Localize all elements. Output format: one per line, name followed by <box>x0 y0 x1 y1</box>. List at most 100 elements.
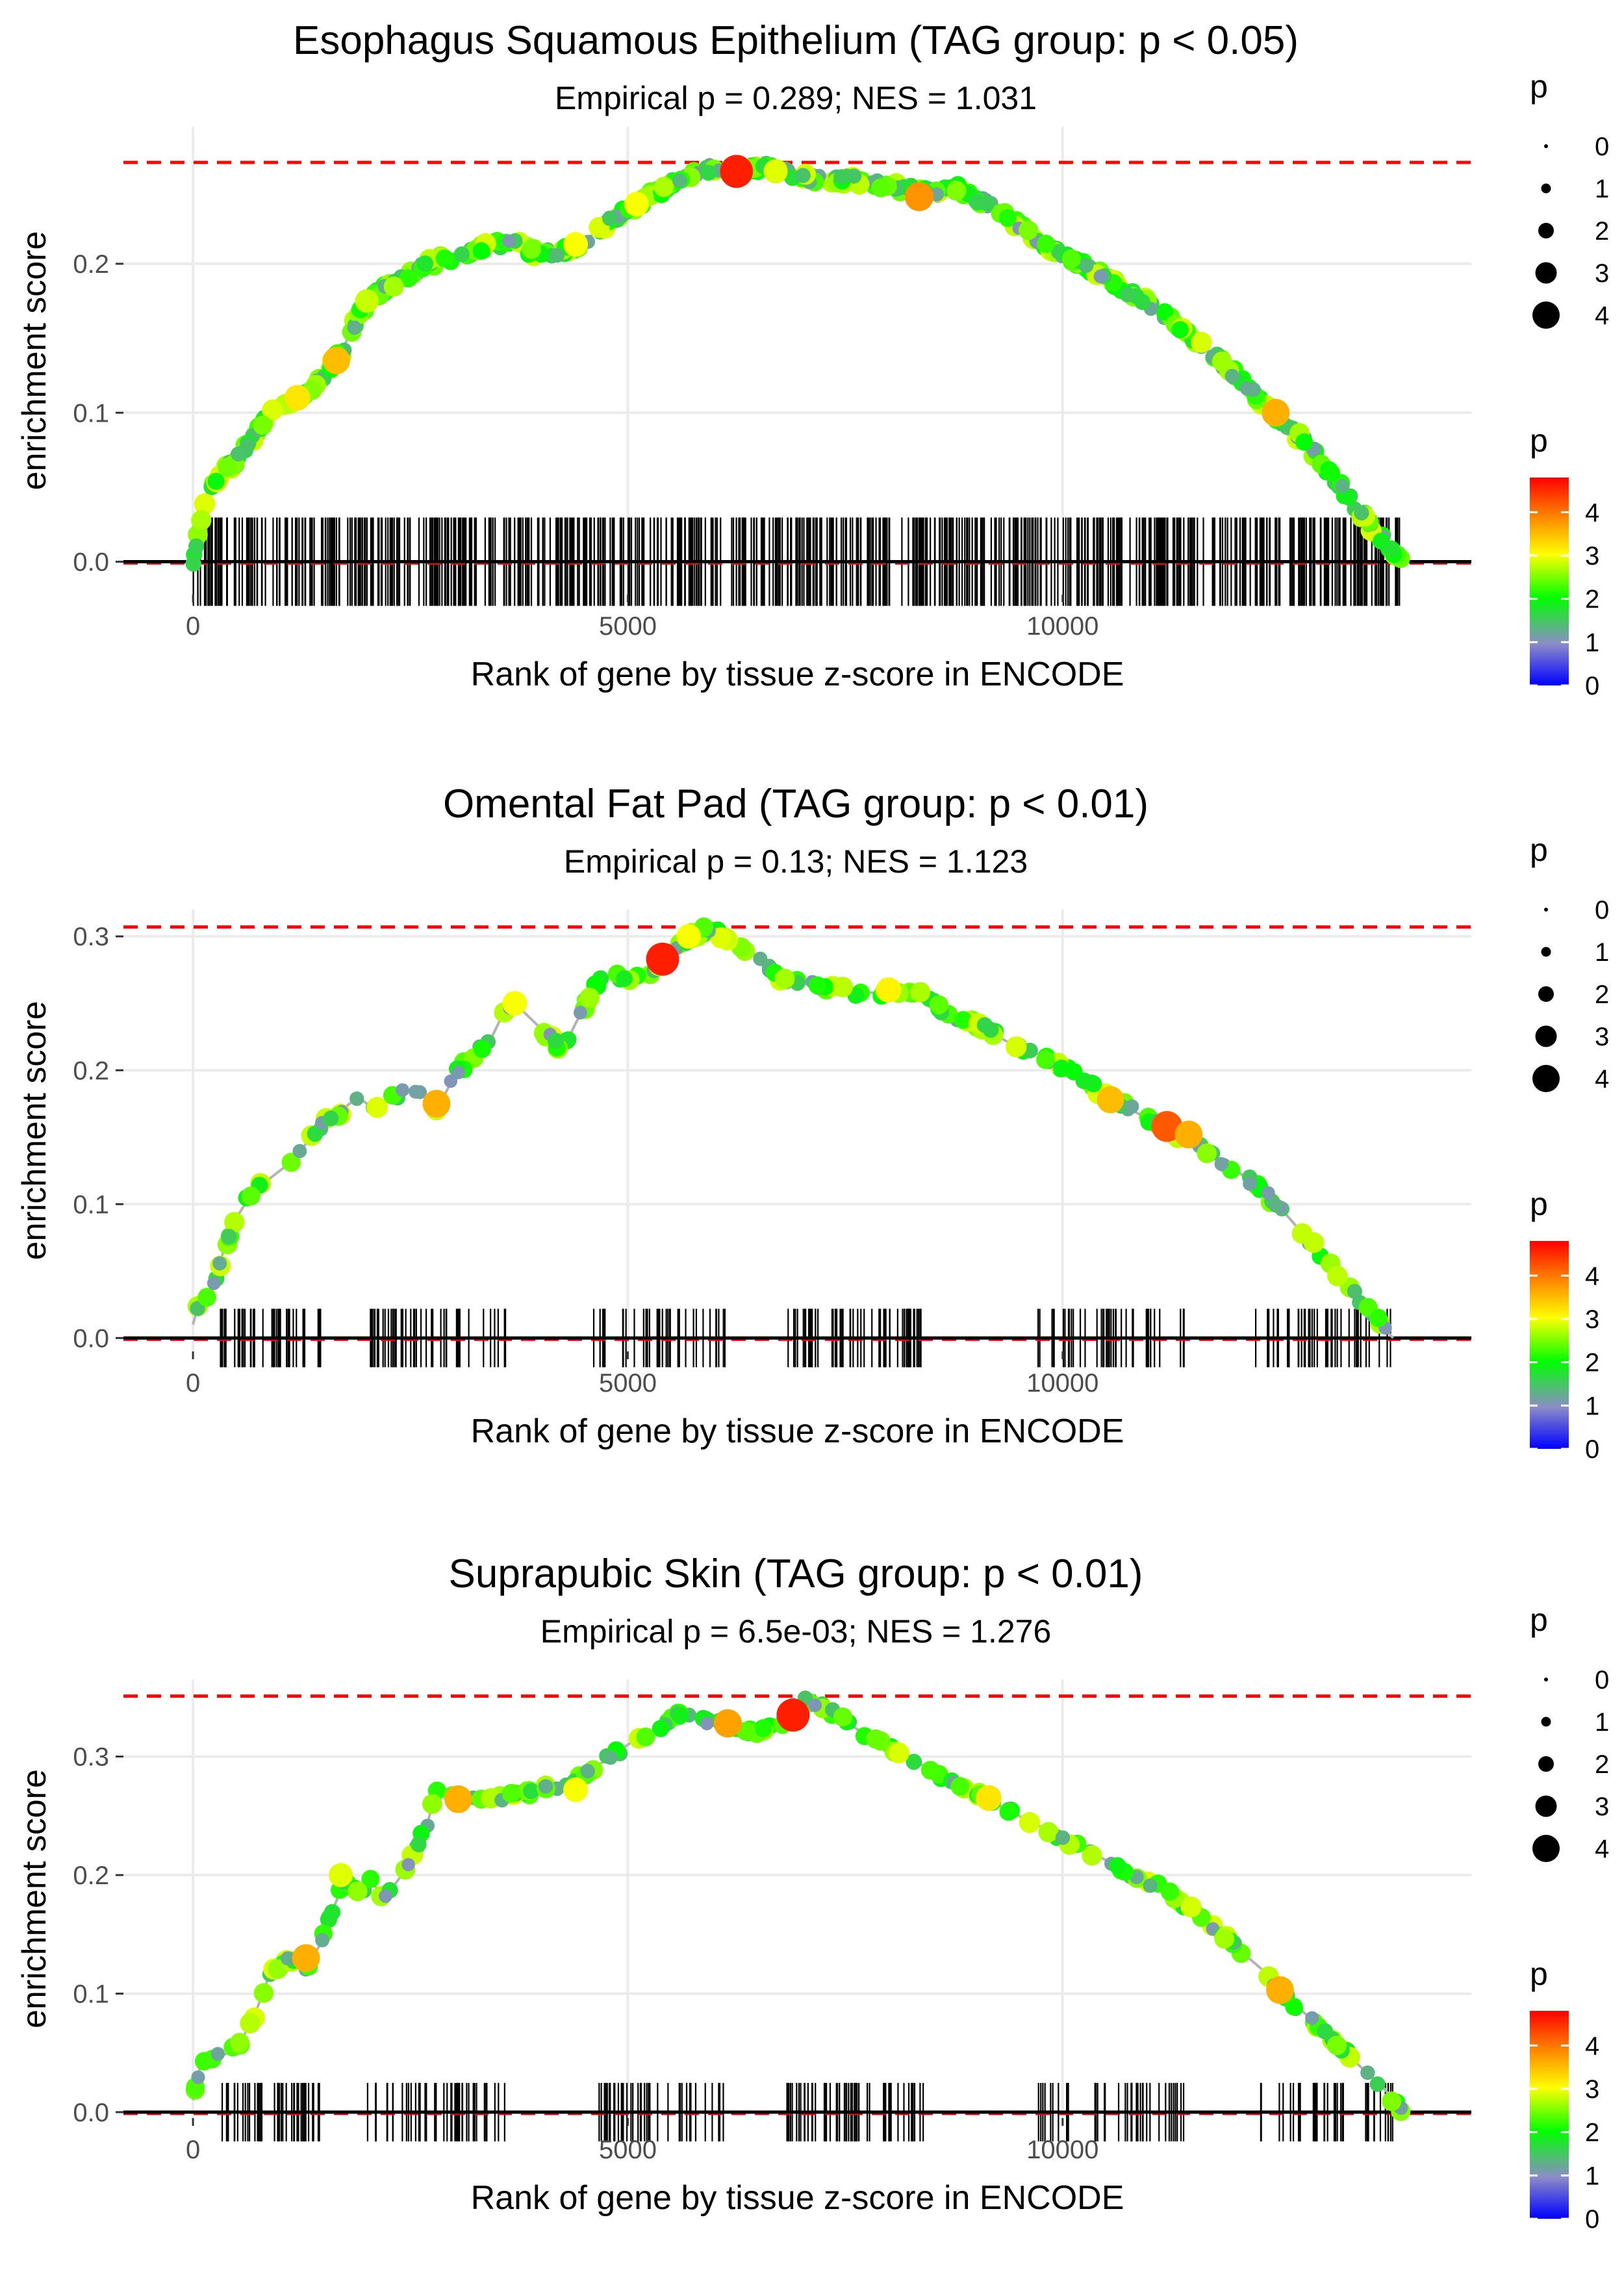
es-point <box>550 248 565 263</box>
es-point <box>501 1783 521 1803</box>
size-legend-dot <box>1538 223 1554 238</box>
es-point <box>1037 235 1056 253</box>
es-point <box>808 976 827 995</box>
es-point <box>548 1032 564 1049</box>
es-point <box>1224 368 1240 384</box>
es-point <box>754 1719 772 1737</box>
es-point <box>522 239 542 259</box>
es-point <box>672 1707 689 1724</box>
size-legend-dot <box>1535 1025 1557 1047</box>
size-legend: p 0 1 2 3 4 <box>1530 1602 1609 1863</box>
es-point-highlight <box>904 182 934 211</box>
es-point <box>229 2032 250 2053</box>
es-point <box>194 493 216 515</box>
es-point <box>653 177 674 198</box>
y-tick-label: 0.2 <box>73 1861 109 1890</box>
size-legend: p 0 1 2 3 4 <box>1530 68 1609 330</box>
es-point <box>349 1091 364 1106</box>
es-curve <box>192 1694 1403 2114</box>
es-point <box>1214 1928 1235 1949</box>
es-point <box>1038 1822 1059 1843</box>
size-legend-label: 0 <box>1595 896 1609 925</box>
es-point <box>409 1084 423 1099</box>
es-point <box>954 1011 972 1029</box>
es-point-highlight <box>1174 1120 1203 1149</box>
chart-subtitle: Empirical p = 0.13; NES = 1.123 <box>564 843 1028 880</box>
es-point <box>579 988 600 1008</box>
es-point <box>280 1951 295 1966</box>
es-point <box>1124 1099 1139 1114</box>
color-legend-label: 2 <box>1585 2119 1599 2147</box>
es-point <box>946 181 967 201</box>
color-legend-bar <box>1530 478 1569 685</box>
es-point <box>700 164 717 181</box>
es-point <box>366 1097 388 1118</box>
x-tick-label: 5000 <box>599 612 657 641</box>
es-point <box>348 1881 368 1902</box>
es-point <box>240 437 256 453</box>
size-legend-label: 3 <box>1595 259 1609 288</box>
es-point-highlight <box>355 289 379 313</box>
es-point <box>1018 220 1038 240</box>
color-legend-label: 1 <box>1585 1392 1599 1420</box>
size-legend-dot <box>1535 1795 1557 1817</box>
y-tick-label: 0.0 <box>73 1324 109 1353</box>
es-point <box>347 320 362 335</box>
es-point <box>416 255 434 272</box>
es-point <box>888 1742 910 1764</box>
es-point <box>197 1288 216 1307</box>
size-legend-label: 3 <box>1595 1793 1609 1821</box>
es-point <box>1383 540 1400 557</box>
color-legend-label: 4 <box>1585 2032 1599 2060</box>
es-point <box>1082 1845 1102 1866</box>
es-point <box>324 1904 341 1921</box>
size-legend-label: 1 <box>1595 938 1609 967</box>
es-point-highlight <box>676 924 702 949</box>
es-point <box>1055 1830 1071 1845</box>
es-point <box>1268 1198 1284 1213</box>
size-legend-dot <box>1541 1717 1551 1727</box>
size-legend-label: 2 <box>1595 217 1609 246</box>
es-point <box>307 1125 324 1142</box>
es-point <box>231 446 246 462</box>
color-legend-label: 4 <box>1585 1262 1599 1290</box>
size-legend-title: p <box>1530 68 1548 105</box>
es-point-highlight <box>763 159 788 184</box>
es-point <box>1191 331 1212 353</box>
size-legend-dot <box>1532 301 1560 329</box>
es-point <box>1036 1050 1055 1069</box>
es-point <box>435 249 454 268</box>
es-point <box>1285 1998 1303 2016</box>
es-point <box>473 1040 491 1058</box>
y-tick-label: 0.2 <box>73 250 109 279</box>
color-legend-bar <box>1530 2011 1569 2219</box>
color-legend-label: 1 <box>1585 2162 1599 2190</box>
color-legend-label: 0 <box>1585 672 1599 700</box>
es-point <box>262 400 283 421</box>
es-points <box>185 1691 1411 2121</box>
es-point <box>191 2070 205 2084</box>
es-point <box>1239 381 1254 396</box>
x-tick-label: 0 <box>186 2136 200 2164</box>
es-point <box>1171 321 1189 339</box>
es-point <box>1143 1878 1158 1893</box>
es-point <box>1261 1186 1275 1200</box>
es-point <box>185 556 201 572</box>
es-point <box>210 2047 225 2062</box>
y-axis-label: enrichment score <box>16 231 53 491</box>
es-point <box>212 1256 227 1271</box>
es-point-highlight <box>1266 1976 1294 2004</box>
es-point <box>906 1754 922 1770</box>
es-point <box>700 1717 714 1731</box>
x-axis-label: Rank of gene by tissue z-score in ENCODE <box>471 656 1124 693</box>
chart-panel-1: Esophagus Squamous Epithelium (TAG group… <box>16 18 1609 700</box>
es-point <box>998 209 1017 227</box>
es-point <box>1243 1177 1257 1191</box>
size-legend-dot <box>1541 947 1551 957</box>
chart-title: Suprapubic Skin (TAG group: p < 0.01) <box>449 1552 1143 1596</box>
es-point <box>361 1870 380 1888</box>
size-legend-dot <box>1535 262 1557 284</box>
gridlines <box>123 1680 1471 2118</box>
color-legend-label: 3 <box>1585 2075 1599 2104</box>
es-point <box>580 1763 595 1779</box>
